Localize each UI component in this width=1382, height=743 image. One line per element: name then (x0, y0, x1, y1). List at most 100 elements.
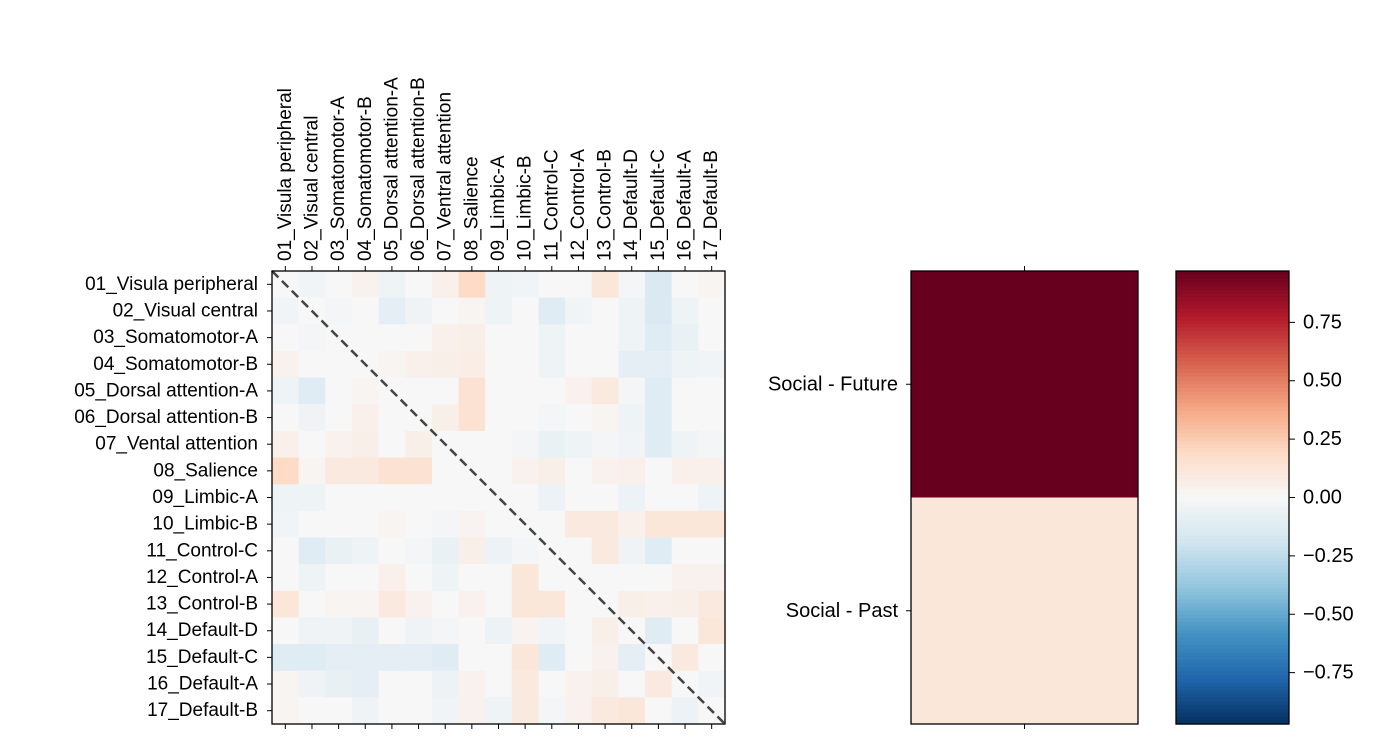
matrix-cell (272, 697, 300, 725)
colorbar-segment (1176, 561, 1289, 567)
condition-frame (910, 270, 1139, 725)
column-label: 17_Default-B (701, 150, 722, 261)
matrix-cell (618, 564, 646, 592)
matrix-cell (405, 697, 433, 725)
colorbar-segment (1176, 588, 1289, 593)
colorbar-segment (1176, 535, 1289, 540)
matrix-cell (591, 617, 620, 645)
row-label: 17_Default-B (147, 700, 258, 721)
column-label: 13_Control-B (595, 149, 616, 261)
colorbar-segment (1176, 520, 1289, 525)
condition-label: Social - Past (786, 600, 899, 622)
matrix-cell (485, 430, 513, 459)
colorbar-segment (1176, 320, 1289, 325)
matrix-cell (618, 484, 646, 512)
colorbar-segment (1176, 659, 1289, 665)
matrix-cell (645, 271, 673, 299)
matrix-cell (565, 297, 593, 325)
matrix-cell (511, 377, 540, 405)
matrix-cell (405, 590, 433, 619)
matrix-cell (698, 617, 726, 645)
colorbar-segment (1176, 301, 1289, 306)
matrix-cell (591, 670, 620, 698)
matrix-cell (458, 350, 486, 379)
matrix-cell (325, 484, 353, 512)
matrix-cell (618, 697, 646, 725)
colorbar-segment (1176, 557, 1289, 563)
matrix-cell (671, 350, 699, 379)
matrix-cell (431, 590, 460, 619)
matrix-cell (351, 324, 380, 352)
matrix-cell (698, 537, 726, 565)
matrix-cell (325, 510, 353, 539)
colorbar-segment (1176, 338, 1289, 344)
matrix-cell (618, 297, 646, 325)
matrix-cell (538, 350, 566, 379)
row-label: 14_Default-D (146, 620, 258, 641)
colorbar-segment (1176, 508, 1289, 514)
matrix-cell (538, 297, 566, 325)
colorbar-segment (1176, 614, 1289, 619)
matrix-cell (458, 324, 486, 352)
matrix-cell (671, 297, 699, 325)
matrix-cell (485, 670, 513, 698)
matrix-cell (378, 271, 406, 299)
matrix-cell (458, 537, 486, 565)
colorbar-segment (1176, 512, 1289, 517)
matrix-cell (298, 324, 326, 352)
matrix-cell (298, 404, 326, 432)
column-label: 06_Dorsal attention-B (408, 77, 429, 261)
column-label: 09_Limbic-A (488, 155, 509, 261)
matrix-cell (272, 404, 300, 432)
matrix-cell (671, 697, 699, 725)
matrix-cell (378, 510, 406, 539)
matrix-cell (538, 644, 566, 672)
matrix-cell (671, 484, 699, 512)
row-label: 03_Somatomotor-A (93, 327, 258, 348)
matrix-cell (671, 510, 699, 539)
matrix-cell (538, 697, 566, 725)
matrix-cell (538, 324, 566, 352)
matrix-cell (485, 377, 513, 405)
colorbar-segment (1176, 474, 1289, 480)
matrix-cell (671, 457, 699, 485)
matrix-cell (325, 324, 353, 352)
matrix-cell (272, 457, 300, 485)
colorbar-segment (1176, 455, 1289, 461)
matrix-cell (298, 590, 326, 619)
colorbar-segment (1176, 625, 1289, 631)
matrix-cell (405, 537, 433, 565)
matrix-cell (485, 324, 513, 352)
matrix-cell (431, 617, 460, 645)
colorbar-segment (1176, 633, 1289, 638)
matrix-cell (431, 404, 460, 432)
matrix-cell (485, 484, 513, 512)
matrix-cell (565, 670, 593, 698)
colorbar-tick-label: 0.00 (1303, 487, 1342, 509)
matrix-cell (378, 430, 406, 459)
matrix-cell (591, 644, 620, 672)
colorbar-segment (1176, 448, 1289, 453)
matrix-cell (325, 697, 353, 725)
matrix-cell (485, 697, 513, 725)
matrix-cell (485, 564, 513, 592)
colorbar-segment (1176, 372, 1289, 378)
matrix-cell (431, 271, 460, 299)
colorbar-segment (1176, 418, 1289, 423)
matrix-cell (351, 564, 380, 592)
matrix-cell (431, 670, 460, 698)
matrix-cell (565, 457, 593, 485)
matrix-cell (565, 617, 593, 645)
matrix-cell (538, 484, 566, 512)
matrix-cell (298, 430, 326, 459)
colorbar-segment (1176, 554, 1289, 559)
matrix-cell (698, 297, 726, 325)
matrix-cell (645, 537, 673, 565)
matrix-cell (485, 510, 513, 539)
colorbar-segment (1176, 705, 1289, 710)
matrix-cell (591, 484, 620, 512)
matrix-cell (405, 644, 433, 672)
colorbar-tick-label: −0.50 (1303, 603, 1354, 625)
colorbar-segment (1176, 376, 1289, 382)
matrix-cell (618, 537, 646, 565)
